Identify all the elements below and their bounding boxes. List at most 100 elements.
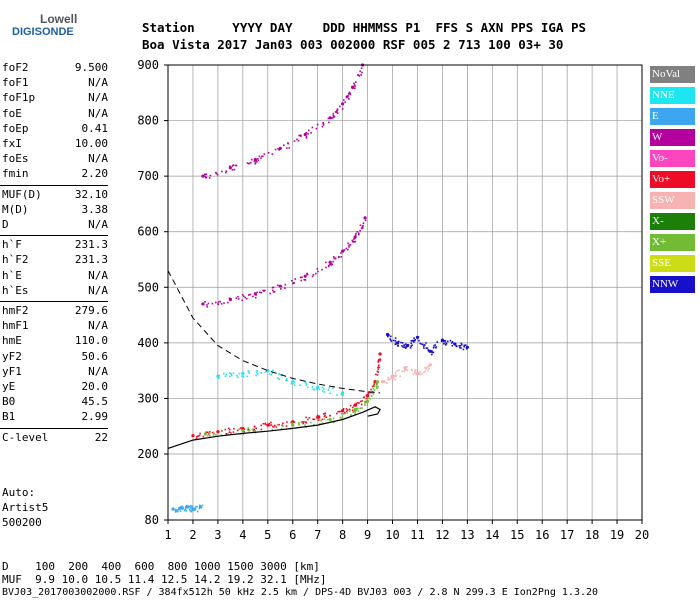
data-point <box>271 286 274 289</box>
param-name: hmF1 <box>2 319 29 333</box>
data-point <box>303 274 307 278</box>
data-point <box>432 346 435 349</box>
data-point <box>247 162 250 165</box>
data-point <box>292 380 295 382</box>
y-tick-label: 500 <box>137 280 159 294</box>
data-point <box>409 347 412 349</box>
data-point <box>230 297 232 300</box>
data-point <box>218 377 220 380</box>
data-point <box>264 371 267 373</box>
data-point <box>246 162 249 164</box>
data-point <box>197 435 200 437</box>
param-name: fxI <box>2 137 22 150</box>
data-point <box>354 413 356 415</box>
data-point <box>422 343 424 346</box>
data-point <box>336 109 339 111</box>
data-point <box>359 400 362 403</box>
data-point <box>355 402 358 405</box>
data-point <box>402 346 404 348</box>
data-point <box>418 373 421 375</box>
data-point <box>361 400 363 402</box>
data-point <box>284 283 287 286</box>
data-point <box>300 134 302 137</box>
data-point <box>332 387 334 389</box>
x-tick-label: 15 <box>510 528 524 542</box>
data-point <box>249 293 252 296</box>
data-point <box>256 291 258 294</box>
x-tick-label: 17 <box>560 528 574 542</box>
data-point <box>354 81 357 83</box>
data-point <box>376 387 378 390</box>
data-point <box>225 171 227 174</box>
data-point <box>218 374 221 377</box>
param-row: h`E N/A <box>2 269 108 283</box>
data-point <box>301 276 303 279</box>
data-point <box>327 265 330 268</box>
data-point <box>321 386 324 389</box>
x-tick-label: 11 <box>410 528 424 542</box>
data-point <box>255 294 257 296</box>
data-point <box>373 383 375 385</box>
data-point <box>341 409 345 413</box>
param-name: h`F2 <box>2 253 29 267</box>
y-tick-label: 80 <box>145 513 159 527</box>
data-point <box>241 371 245 376</box>
param-row: foE N/A <box>2 107 108 121</box>
param-value: N/A <box>88 268 108 282</box>
legend-item: NNE <box>650 87 695 104</box>
data-point <box>391 378 394 381</box>
data-point <box>329 263 331 266</box>
data-point <box>321 390 324 392</box>
data-point <box>304 424 306 426</box>
data-point <box>254 430 256 432</box>
data-point <box>424 370 426 373</box>
data-point <box>376 374 379 376</box>
data-point <box>291 423 295 427</box>
data-point <box>189 505 191 508</box>
legend-item: E <box>650 108 695 125</box>
data-point <box>176 510 178 512</box>
data-point <box>460 344 463 346</box>
data-point <box>371 390 374 393</box>
data-point <box>365 397 368 400</box>
legend-item: Vo+ <box>650 171 695 188</box>
chart-grid <box>168 65 642 520</box>
data-point <box>256 373 259 375</box>
data-point <box>331 263 334 266</box>
data-point <box>355 403 358 406</box>
data-point <box>389 338 391 340</box>
data-point <box>231 169 234 171</box>
data-point <box>388 378 391 380</box>
data-point <box>317 270 319 273</box>
data-point <box>271 372 274 374</box>
muf-curve <box>167 270 381 394</box>
data-point <box>264 423 267 426</box>
legend-item: NoVal <box>650 66 695 83</box>
y-tick-label: 700 <box>137 169 159 183</box>
data-point <box>344 101 347 104</box>
data-point <box>359 229 361 232</box>
legend-item: X- <box>650 213 695 230</box>
param-value: 231.3 <box>74 238 108 252</box>
data-point <box>406 369 409 372</box>
data-point <box>182 507 184 510</box>
data-point <box>354 85 356 87</box>
param-value: 22 <box>94 430 108 444</box>
data-point <box>349 404 352 407</box>
data-point <box>237 376 239 379</box>
data-point <box>238 373 241 375</box>
x-tick-label: 18 <box>585 528 599 542</box>
data-point <box>343 99 345 101</box>
data-point <box>435 346 438 348</box>
data-point <box>428 363 432 367</box>
data-point <box>322 413 325 415</box>
data-point <box>341 249 345 253</box>
data-point <box>451 341 454 343</box>
param-name: B0 <box>2 395 16 409</box>
data-point <box>364 402 366 404</box>
data-point <box>384 381 386 383</box>
data-point <box>355 232 357 235</box>
legend-item: Vo- <box>650 150 695 167</box>
data-point <box>270 374 273 376</box>
data-point <box>368 397 370 400</box>
